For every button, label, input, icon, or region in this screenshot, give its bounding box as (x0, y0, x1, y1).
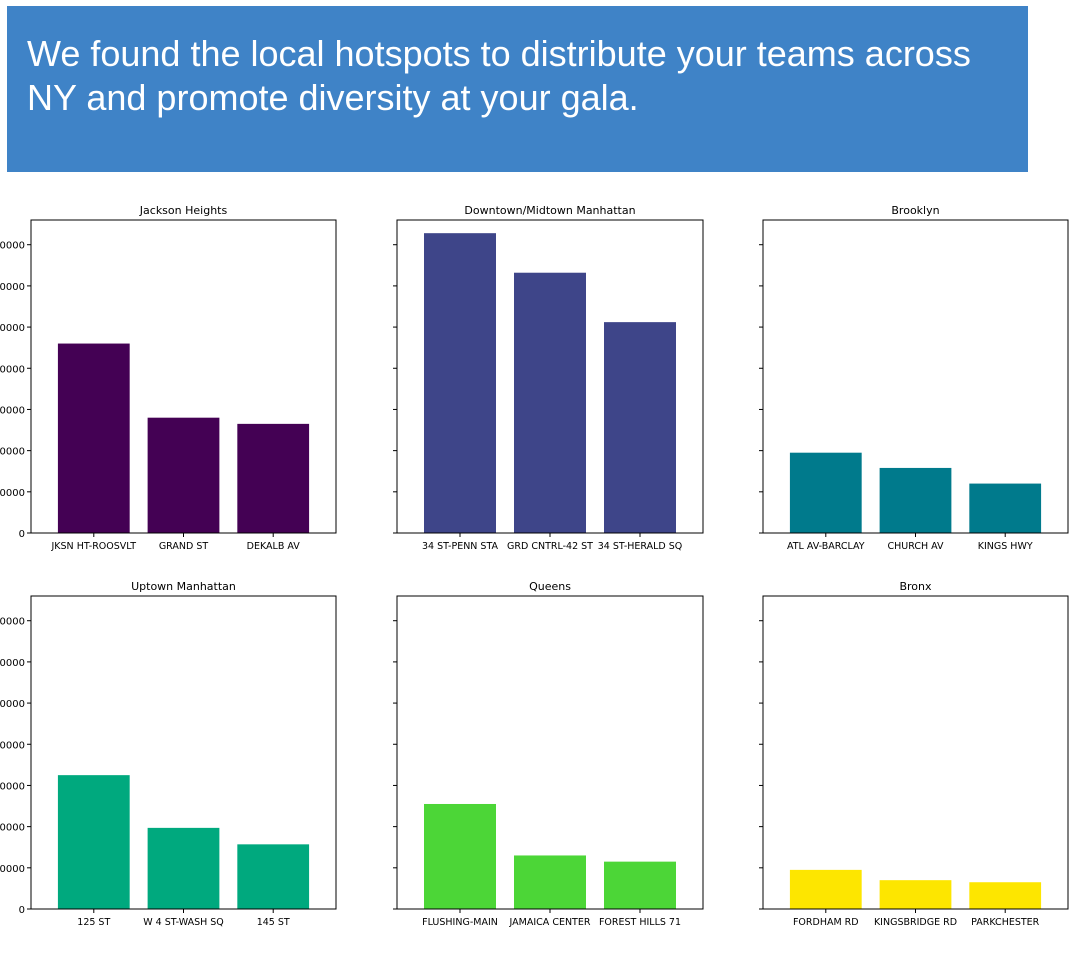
x-tick-label: JAMAICA CENTER (509, 917, 591, 928)
bar (969, 483, 1042, 533)
x-tick-label: FLUSHING-MAIN (422, 917, 498, 928)
y-tick-label: 0000 (0, 617, 25, 628)
x-tick-label: CHURCH AV (887, 541, 944, 552)
y-tick-label: 0000 (0, 447, 25, 458)
plot-frame (762, 219, 1069, 534)
plot-frame (762, 595, 1069, 910)
plot-frame (396, 219, 704, 534)
y-tick-label: 0000 (0, 323, 25, 334)
bar (789, 869, 862, 909)
y-tick-label: 0000 (0, 364, 25, 375)
x-tick-label: 145 ST (257, 917, 290, 928)
bar (969, 882, 1042, 909)
y-tick-label: 0000 (0, 241, 25, 252)
x-tick-label: JKSN HT-ROOSVLT (51, 541, 137, 552)
bar (604, 861, 676, 909)
bar (147, 417, 220, 533)
bar (237, 844, 310, 909)
chart-title: Jackson Heights (139, 204, 228, 217)
chart-panel: Queens FLUSHING-MAIN JAMAICA CENTER FOREST … (393, 580, 704, 928)
x-tick-label: ATL AV-BARCLAY (787, 541, 865, 552)
x-tick-label: KINGSBRIDGE RD (874, 917, 957, 928)
y-tick-label: 0000 (0, 781, 25, 792)
x-tick-label: DEKALB AV (247, 541, 301, 552)
bar (514, 855, 586, 909)
x-tick-label: 125 ST (77, 917, 110, 928)
bar (237, 423, 310, 533)
bar (424, 803, 496, 909)
bar (57, 775, 130, 909)
y-tick-label: 0000 (0, 699, 25, 710)
x-tick-label: PARKCHESTER (971, 917, 1040, 928)
plot-frame (30, 219, 337, 534)
chart-title: Queens (529, 580, 571, 593)
y-tick-label: 0 (19, 905, 25, 916)
chart-title: Bronx (899, 580, 932, 593)
x-tick-label: 34 ST-PENN STA (422, 541, 499, 552)
bar (57, 343, 130, 533)
x-tick-label: FOREST HILLS 71 (599, 917, 681, 928)
x-tick-label: KINGS HWY (978, 541, 1033, 552)
x-tick-label: W 4 ST-WASH SQ (143, 917, 224, 928)
y-tick-label: 0000 (0, 864, 25, 875)
y-tick-label: 0000 (0, 405, 25, 416)
bar (514, 272, 586, 533)
chart-panel: Uptown Manhattan000000000000000000000000… (0, 580, 337, 928)
banner-text: We found the local hotspots to distribut… (27, 33, 971, 118)
y-tick-label: 0 (19, 529, 25, 540)
chart-panel: Bronx FORDHAM RD KINGSBRIDGE RD PARKCHESTER (759, 580, 1069, 928)
y-tick-label: 0000 (0, 488, 25, 499)
chart-panel: Downtown/Midtown Manhattan 34 ST-PENN STA… (393, 204, 704, 552)
bar (604, 322, 676, 533)
y-tick-label: 0000 (0, 740, 25, 751)
x-tick-label: 34 ST-HERALD SQ (598, 541, 683, 552)
bar (147, 827, 220, 909)
plot-frame (30, 595, 337, 910)
chart-panel: Brooklyn ATL AV-BARCLAY CHURCH AV KINGS HWY (759, 204, 1069, 552)
chart-title: Uptown Manhattan (131, 580, 236, 593)
bar (879, 467, 952, 533)
x-tick-label: FORDHAM RD (793, 917, 859, 928)
x-tick-label: GRAND ST (159, 541, 209, 552)
bar (424, 233, 496, 533)
chart-title: Brooklyn (891, 204, 939, 217)
bar (789, 452, 862, 533)
y-tick-label: 0000 (0, 282, 25, 293)
chart-title: Downtown/Midtown Manhattan (464, 204, 635, 217)
plot-frame (396, 595, 704, 910)
chart-panel: Jackson Heights0000000000000000000000000… (0, 204, 337, 552)
y-tick-label: 0000 (0, 823, 25, 834)
title-banner: We found the local hotspots to distribut… (7, 6, 1028, 172)
bar (879, 880, 952, 909)
x-tick-label: GRD CNTRL-42 ST (507, 541, 593, 552)
y-tick-label: 0000 (0, 658, 25, 669)
